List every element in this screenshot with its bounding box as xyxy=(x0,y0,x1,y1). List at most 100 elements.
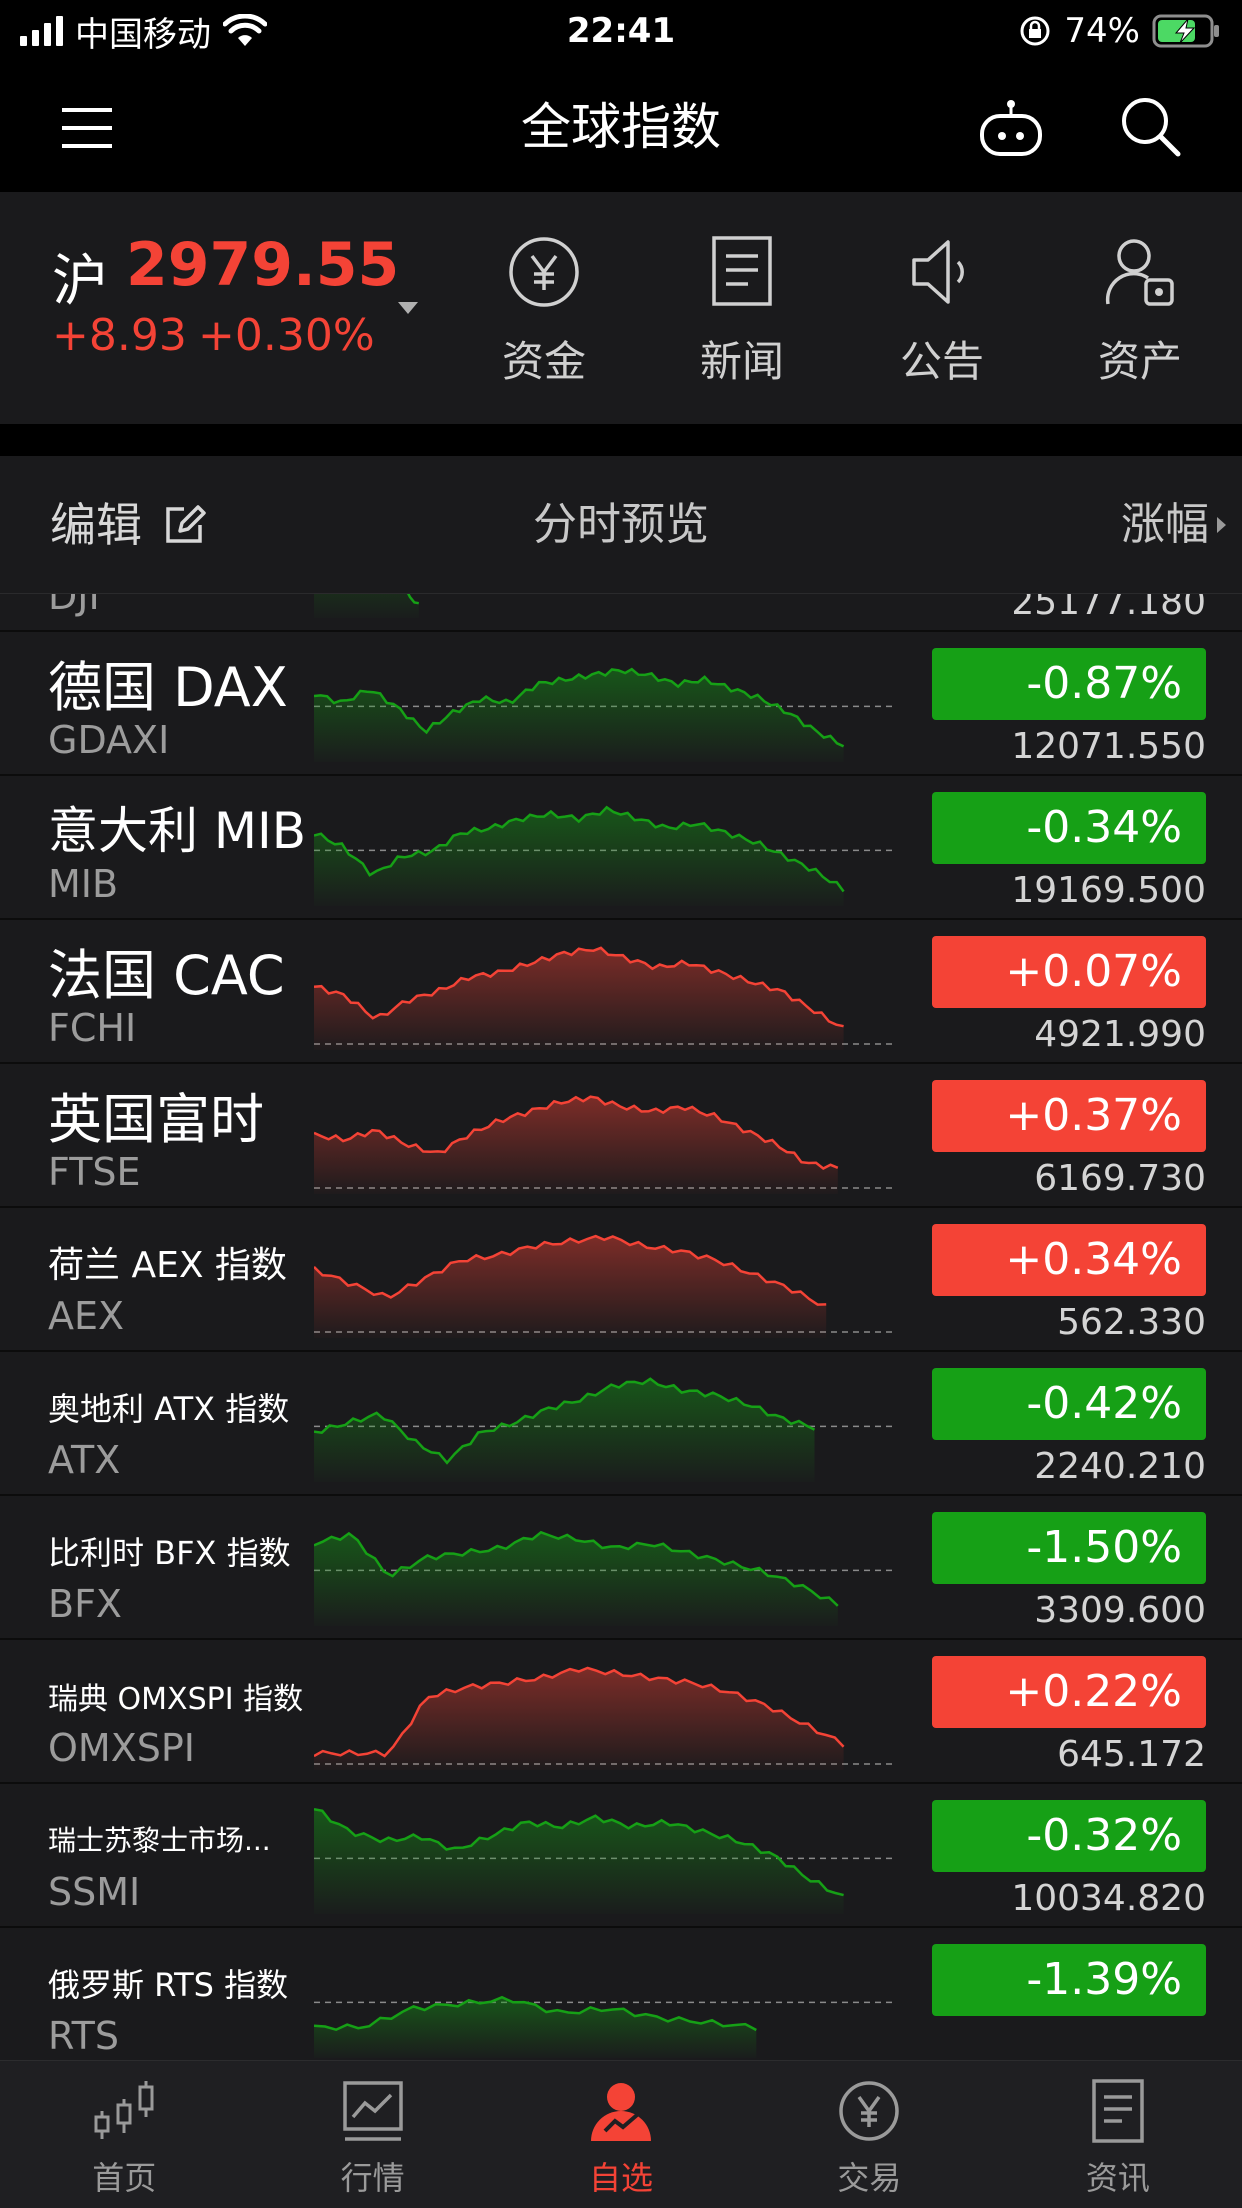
sparkline-area xyxy=(314,1667,844,1770)
quick-link-assets[interactable]: 资产 xyxy=(1070,234,1210,389)
index-row-name: 瑞士苏黎士市场... xyxy=(48,1824,271,1858)
index-row-name: 英国富时 xyxy=(48,1087,264,1151)
index-row[interactable]: 荷兰 AEX 指数 AEX +0.34% 562.330 xyxy=(0,1208,1242,1352)
intraday-sparkline xyxy=(314,1234,896,1338)
tab-label: 行情 xyxy=(340,2159,405,2197)
wifi-icon xyxy=(223,14,267,46)
change-pct-badge[interactable]: +0.22% xyxy=(932,1656,1206,1728)
change-pct-badge[interactable]: -1.50% xyxy=(932,1512,1206,1584)
rotation-lock-icon xyxy=(1020,16,1050,46)
sparkline-line xyxy=(314,946,844,1028)
sparkline-area xyxy=(314,1236,827,1338)
sparkline-line xyxy=(314,667,845,748)
sparkline-line xyxy=(314,1807,844,1897)
carrier-name: 中国移动 xyxy=(75,14,211,55)
index-row-price: 2240.210 xyxy=(1034,1446,1206,1487)
nav-bar: 全球指数 xyxy=(0,62,1242,192)
index-row-price: 19169.500 xyxy=(1011,870,1206,911)
change-pct-badge[interactable]: +0.07% xyxy=(932,936,1206,1008)
status-right: 74% xyxy=(1018,8,1222,54)
robot-icon[interactable] xyxy=(978,98,1044,158)
intraday-sparkline xyxy=(314,1530,896,1626)
index-row[interactable]: 瑞士苏黎士市场... SSMI -0.32% 10034.820 xyxy=(0,1784,1242,1928)
index-row[interactable]: 意大利 MIB MIB -0.34% 19169.500 xyxy=(0,776,1242,920)
user-asset-icon xyxy=(1105,239,1174,306)
index-change: +8.93 xyxy=(52,310,187,361)
change-pct-badge[interactable]: +0.34% xyxy=(932,1224,1206,1296)
battery-percent: 74% xyxy=(1064,11,1140,51)
intraday-sparkline xyxy=(314,1666,896,1770)
index-price: 2979.55 xyxy=(126,230,400,300)
signal-icon xyxy=(20,16,63,46)
index-row-code: RTS xyxy=(48,2014,119,2058)
index-row[interactable]: 俄罗斯 RTS 指数 RTS -1.39% xyxy=(0,1928,1242,2060)
change-pct-badge[interactable]: -0.42% xyxy=(932,1368,1206,1440)
index-summary-panel: 沪 2979.55 +8.93 +0.30% 资金 新闻 公告 xyxy=(0,192,1242,424)
index-row[interactable]: 英国富时 FTSE +0.37% 6169.730 xyxy=(0,1064,1242,1208)
index-row[interactable]: 德国 DAX GDAXI -0.87% 12071.550 xyxy=(0,632,1242,776)
index-row-code: GDAXI xyxy=(48,718,170,762)
index-row[interactable]: 比利时 BFX 指数 BFX -1.50% 3309.600 xyxy=(0,1496,1242,1640)
speaker-icon xyxy=(912,240,964,304)
index-row-name: 法国 CAC xyxy=(48,943,285,1007)
edit-label: 编辑 xyxy=(50,498,142,552)
index-row-code: OMXSPI xyxy=(48,1726,195,1770)
sparkline-area xyxy=(314,669,844,762)
tab-home[interactable]: 首页 xyxy=(0,2061,248,2208)
index-row-price: 10034.820 xyxy=(1011,1878,1206,1919)
index-row[interactable]: 瑞典 OMXSPI 指数 OMXSPI +0.22% 645.172 xyxy=(0,1640,1242,1784)
index-row[interactable]: 奥地利 ATX 指数 ATX -0.42% 2240.210 xyxy=(0,1352,1242,1496)
candlestick-icon xyxy=(94,2081,154,2139)
index-row[interactable]: 道琼斯DJI -2.21%25177.180 xyxy=(0,594,1242,632)
edit-button[interactable]: 编辑 xyxy=(50,456,206,594)
list-header: 编辑 分时预览 涨幅 xyxy=(0,456,1242,594)
quick-link-announcements[interactable]: 公告 xyxy=(872,234,1012,389)
page-title: 全球指数 xyxy=(521,98,721,156)
change-pct-badge[interactable]: +0.37% xyxy=(932,1080,1206,1152)
sort-label: 涨幅 xyxy=(1121,499,1209,550)
change-pct-badge[interactable]: -0.87% xyxy=(932,648,1206,720)
dropdown-caret-icon xyxy=(398,302,418,314)
sparkline-area xyxy=(314,1096,838,1194)
quick-link-label: 资产 xyxy=(1097,337,1182,386)
sparkline-line xyxy=(314,1095,839,1170)
index-row-price: 12071.550 xyxy=(1011,726,1206,767)
index-row-price: 4921.990 xyxy=(1034,1014,1206,1055)
index-row-name: 荷兰 AEX 指数 xyxy=(48,1244,287,1286)
tab-market[interactable]: 行情 xyxy=(248,2061,496,2208)
index-row-name: 意大利 MIB xyxy=(48,801,307,860)
index-row[interactable]: 法国 CAC FCHI +0.07% 4921.990 xyxy=(0,920,1242,1064)
intraday-sparkline xyxy=(314,1995,896,2058)
search-icon[interactable] xyxy=(1118,94,1182,158)
status-bar: 中国移动 22:41 74% xyxy=(0,0,1242,62)
sparkline-area xyxy=(314,947,844,1050)
quick-link-funds[interactable]: 资金 xyxy=(474,234,614,389)
index-row-code: MIB xyxy=(48,862,119,906)
change-pct-badge[interactable]: -0.32% xyxy=(932,1800,1206,1872)
sort-by-change-button[interactable]: 涨幅 xyxy=(1121,456,1226,594)
sparkline-area xyxy=(314,594,419,618)
index-row-price: 645.172 xyxy=(1057,1734,1206,1775)
index-row-name: 俄罗斯 RTS 指数 xyxy=(48,1965,289,2004)
index-row-code: FTSE xyxy=(48,1150,141,1194)
quick-link-news[interactable]: 新闻 xyxy=(672,234,812,389)
change-pct-badge[interactable]: -0.34% xyxy=(932,792,1206,864)
index-selector[interactable]: 沪 2979.55 +8.93 +0.30% xyxy=(0,192,440,424)
sparkline-line xyxy=(314,1666,845,1758)
change-pct-badge[interactable]: -1.39% xyxy=(932,1944,1206,2016)
sparkline-line xyxy=(314,1377,816,1465)
index-row-price: 6169.730 xyxy=(1034,1158,1206,1199)
tab-news[interactable]: 资讯 xyxy=(994,2061,1242,2208)
market-chart-icon xyxy=(342,2081,403,2141)
tab-watchlist[interactable]: 自选 xyxy=(497,2061,745,2208)
intraday-sparkline xyxy=(314,1377,896,1482)
tab-trade[interactable]: 交易 xyxy=(745,2061,993,2208)
yuan-coin-icon xyxy=(509,237,579,307)
index-row-code: FCHI xyxy=(48,1006,137,1050)
battery-charging-icon xyxy=(1152,14,1219,48)
index-row-name: 德国 DAX xyxy=(48,655,288,719)
index-name: 沪 xyxy=(52,249,108,314)
index-row-code: BFX xyxy=(48,1582,122,1626)
hamburger-menu-icon[interactable] xyxy=(60,102,116,152)
